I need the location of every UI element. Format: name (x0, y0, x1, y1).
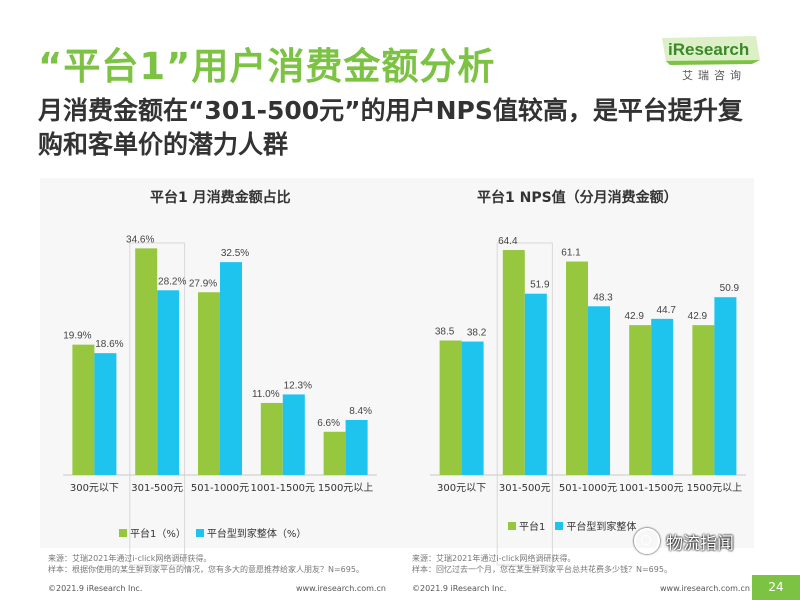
chart1-title: 平台1 月消费金额占比 (150, 190, 291, 206)
chart2-bar-1-5 (692, 325, 715, 475)
chart1-tick-label-2: 301-500元 (131, 483, 183, 494)
legend-swatch-green (119, 528, 127, 537)
chart2-tick-label-4: 1001-1500元 (619, 483, 684, 494)
url-right: www.iresearch.com.cn (660, 584, 750, 593)
legend-label: 平台型到家整体 (566, 522, 637, 533)
legend-label: 平台1 (519, 522, 546, 533)
right-footnote: 来源：艾瑞2021年通过i-click网络调研获得。 样本：回忆过去一个月，您在… (412, 553, 672, 575)
chart2-highlight-box (496, 242, 553, 566)
legend-label: 平台型到家整体（%） (206, 529, 307, 540)
chart1-highlight-box (129, 242, 186, 566)
chart2-data-label-2-2: 51.9 (530, 280, 550, 291)
chart2-data-label-1-3: 61.1 (561, 248, 581, 259)
chart2-data-label-1-2: 64.4 (498, 236, 518, 247)
chart2-legend-item-2: 平台型到家整体 (555, 518, 636, 533)
left-sample: 样本：根据你使用的某生鲜到家平台的情况，您有多大的意愿推荐给家人朋友？N=695… (48, 565, 364, 574)
chart1-bar-1-2 (135, 248, 158, 475)
chart2-bar-1-1 (439, 340, 462, 475)
chart2-title: 平台1 NPS值（分月消费金额） (477, 190, 678, 206)
chart1-bar-1-1 (72, 344, 95, 475)
chart2-data-label-1-4: 42.9 (624, 311, 644, 322)
chart1-data-label-2-4: 12.3% (284, 380, 312, 391)
chart2-data-label-1-5: 42.9 (688, 311, 708, 322)
copyright-left: ©2021.9 iResearch Inc. (48, 584, 143, 593)
chart1-bar-1-3 (198, 292, 220, 475)
chart2-tick-label-1: 300元以下 (437, 483, 486, 494)
logo-shape (662, 36, 760, 65)
logo-cn: 艾瑞咨询 (682, 69, 746, 82)
chart1-bar-2-1 (94, 353, 117, 475)
chart1-tick-label-4: 1001-1500元 (251, 483, 316, 494)
chart2-tick-label-2: 301-500元 (499, 483, 551, 494)
page-subtitle: 月消费金额在“301-500元”的用户NPS值较高，是平台提升复购和客单价的潜力… (38, 96, 743, 159)
chart2-bar-1-4 (629, 325, 652, 475)
chart2-bar-1-2 (502, 250, 525, 475)
chart1-data-label-1-1: 19.9% (63, 331, 91, 342)
chart2-data-label-2-4: 44.7 (656, 305, 676, 316)
chart1-legend-item-1: 平台1（%） (119, 525, 186, 540)
chart2-data-label-2-5: 50.9 (720, 283, 740, 294)
chart2-data-label-1-1: 38.5 (435, 327, 455, 338)
chart1-bar-2-3 (220, 262, 242, 475)
iresearch-logo: iResearch 艾瑞咨询 (656, 34, 766, 94)
wechat-icon (634, 528, 660, 554)
chart1-tick-label-3: 501-1000元 (191, 483, 249, 494)
logo-brand: iResearch (668, 40, 750, 59)
chart1-data-label-1-4: 11.0% (252, 389, 280, 400)
legend-swatch-green (508, 521, 516, 530)
chart1-data-label-2-2: 28.2% (158, 276, 186, 287)
chart1-bar-1-4 (260, 402, 283, 475)
page-number: 24 (752, 575, 800, 600)
chart2-legend: 平台1 平台型到家整体 (508, 518, 646, 533)
chart1-legend: 平台1（%） 平台型到家整体（%） (119, 525, 316, 540)
page-title: “平台1”用户消费金额分析 (38, 45, 496, 88)
legend-label: 平台1（%） (130, 529, 186, 540)
legend-swatch-cyan (555, 521, 564, 530)
wechat-watermark: 物流指闻 (634, 528, 764, 554)
chart2-bar-2-5 (714, 297, 737, 475)
chart1-data-label-2-5: 8.4% (349, 406, 372, 417)
chart1-tick-label-5: 1500元以上 (318, 482, 373, 494)
chart2-bar-1-3 (566, 261, 588, 475)
chart2-data-label-2-1: 38.2 (467, 328, 487, 339)
url-left: www.iresearch.com.cn (296, 584, 386, 593)
copyright-right: ©2021.9 iResearch Inc. (412, 584, 507, 593)
chart1-bar-1-5 (323, 431, 346, 475)
wechat-name: 物流指闻 (666, 533, 734, 554)
left-source: 来源：艾瑞2021年通过i-click网络调研获得。 (48, 554, 212, 563)
chart1-bar-2-4 (282, 394, 305, 475)
chart2-bar-2-1 (461, 341, 484, 475)
chart1-data-label-1-3: 27.9% (189, 278, 217, 289)
chart2-legend-item-1: 平台1 (508, 518, 545, 533)
chart1-tick-label-1: 300元以下 (70, 483, 119, 494)
chart2-tick-label-5: 1500元以上 (687, 482, 742, 494)
right-source: 来源：艾瑞2021年通过i-click网络调研获得。 (412, 554, 576, 563)
legend-swatch-cyan (195, 528, 204, 537)
chart1-data-label-2-1: 18.6% (95, 339, 123, 350)
chart1-data-label-1-5: 6.6% (317, 418, 340, 429)
chart2-data-label-2-3: 48.3 (593, 292, 613, 303)
chart1-bar-2-2 (157, 290, 180, 475)
chart2-bar-2-4 (651, 318, 674, 475)
chart2-bar-2-2 (524, 293, 547, 475)
right-sample: 样本：回忆过去一个月，您在某生鲜到家平台总共花费多少钱？N=695。 (412, 565, 672, 574)
chart1-legend-item-2: 平台型到家整体（%） (195, 525, 307, 540)
chart2-tick-label-3: 501-1000元 (559, 483, 617, 494)
chart1-data-label-1-2: 34.6% (126, 234, 154, 245)
chart1-data-label-2-3: 32.5% (221, 248, 249, 259)
chart2-bar-2-3 (588, 306, 610, 475)
chart1-bar-2-5 (345, 419, 368, 475)
left-footnote: 来源：艾瑞2021年通过i-click网络调研获得。 样本：根据你使用的某生鲜到… (48, 553, 364, 575)
